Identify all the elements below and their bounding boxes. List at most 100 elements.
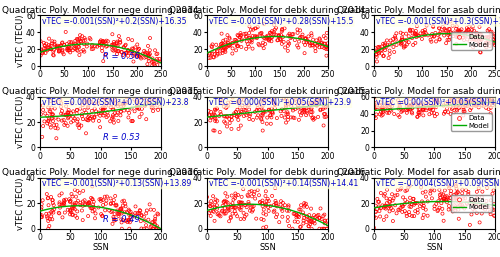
- Data: [78, 34, 86, 38]
- Data: [444, 100, 452, 104]
- Data: [43, 48, 51, 52]
- Data: [148, 103, 156, 107]
- Data: [406, 213, 413, 217]
- Data: [232, 212, 239, 216]
- Data: [454, 190, 462, 194]
- Data: [302, 36, 310, 41]
- Data: [372, 52, 380, 56]
- Data: [125, 111, 133, 115]
- Data: [228, 212, 236, 216]
- Data: [297, 203, 305, 207]
- Data: [400, 45, 408, 50]
- Data: [48, 209, 56, 213]
- Data: [298, 35, 306, 39]
- Data: [408, 106, 416, 110]
- Data: [482, 102, 490, 106]
- Data: [414, 208, 422, 212]
- Data: [402, 214, 410, 218]
- Data: [272, 201, 280, 205]
- Data: [258, 113, 266, 117]
- Data: [46, 110, 54, 114]
- Data: [274, 204, 281, 208]
- Data: [88, 184, 96, 188]
- Data: [154, 212, 162, 216]
- Data: [402, 39, 410, 43]
- Data: [481, 36, 489, 40]
- Data: [102, 39, 110, 43]
- Data: [450, 111, 458, 115]
- Data: [49, 112, 57, 116]
- Data: [114, 214, 122, 218]
- Data: [66, 209, 74, 214]
- Data: [88, 100, 96, 104]
- Data: [309, 38, 317, 42]
- Data: [220, 39, 228, 43]
- Data: [456, 29, 464, 33]
- Data: [73, 108, 81, 112]
- Data: [249, 95, 257, 99]
- Data: [253, 36, 261, 40]
- Data: [48, 116, 56, 120]
- Data: [62, 198, 70, 202]
- Data: [448, 24, 456, 28]
- Data: [308, 106, 316, 110]
- Data: [294, 106, 302, 110]
- Data: [144, 51, 152, 55]
- Data: [308, 34, 316, 38]
- Data: [438, 212, 446, 216]
- Y-axis label: vTEC (TECU): vTEC (TECU): [16, 177, 24, 230]
- Data: [454, 32, 462, 36]
- Data: [148, 224, 156, 228]
- Data: [78, 124, 86, 128]
- Data: [469, 45, 477, 49]
- Data: [130, 47, 138, 51]
- Data: [78, 114, 86, 118]
- Data: [71, 39, 79, 43]
- Data: [106, 196, 114, 200]
- Data: [222, 200, 230, 204]
- Data: [266, 31, 274, 35]
- Data: [76, 36, 84, 41]
- Data: [397, 39, 405, 43]
- Data: [399, 195, 407, 199]
- Model: [139, 104, 145, 107]
- Data: [122, 51, 130, 55]
- Data: [144, 59, 152, 63]
- Data: [316, 37, 324, 41]
- Data: [448, 98, 456, 102]
- Model: [140, 218, 145, 221]
- Data: [258, 198, 266, 203]
- Data: [456, 99, 464, 103]
- Data: [322, 47, 330, 51]
- Data: [382, 204, 390, 208]
- Data: [490, 34, 498, 38]
- Data: [220, 210, 228, 214]
- Data: [416, 31, 424, 35]
- Data: [490, 32, 498, 36]
- Data: [278, 27, 286, 31]
- Data: [56, 98, 64, 102]
- Data: [258, 114, 266, 118]
- Data: [114, 102, 122, 106]
- Data: [148, 220, 156, 224]
- Data: [406, 29, 414, 33]
- Model: [372, 109, 378, 112]
- Data: [261, 42, 269, 46]
- Data: [64, 111, 72, 115]
- Data: [110, 198, 118, 202]
- Data: [77, 39, 85, 43]
- Data: [130, 51, 138, 56]
- Data: [88, 115, 96, 119]
- Data: [454, 32, 462, 36]
- Data: [264, 38, 272, 42]
- Data: [44, 216, 52, 220]
- Data: [120, 199, 128, 203]
- Data: [78, 49, 86, 53]
- Data: [130, 59, 138, 63]
- Data: [422, 23, 430, 27]
- Data: [267, 122, 275, 126]
- Data: [421, 28, 429, 32]
- Data: [405, 210, 413, 214]
- Data: [312, 215, 320, 219]
- Data: [322, 227, 330, 231]
